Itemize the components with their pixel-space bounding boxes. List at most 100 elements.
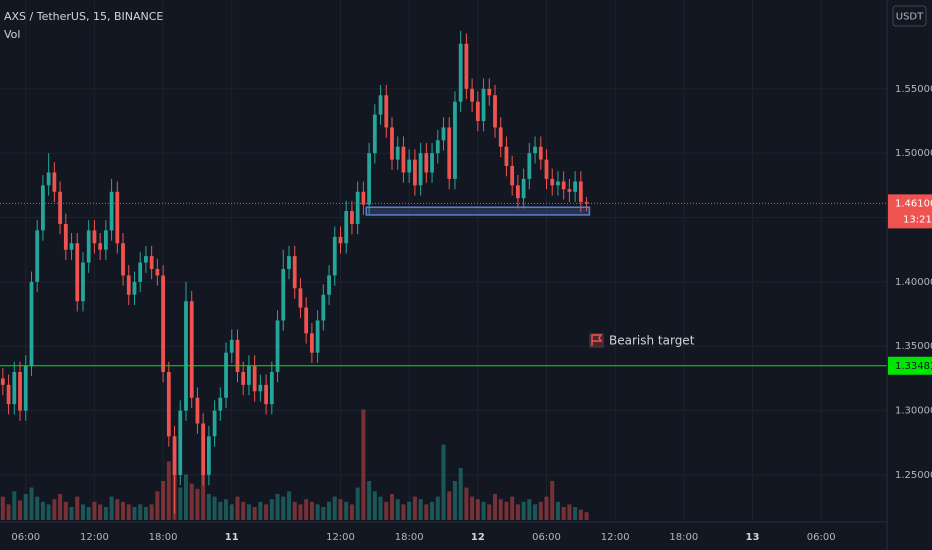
candle-body <box>58 191 62 224</box>
volume-bar <box>567 504 572 520</box>
last-price-box <box>888 194 932 229</box>
candle-body <box>533 146 537 154</box>
x-tick-label: 13 <box>746 532 760 543</box>
volume-bar <box>515 504 520 520</box>
volume-bar <box>487 504 492 520</box>
currency-box[interactable] <box>892 5 927 27</box>
volume-bar <box>361 409 366 520</box>
candle-body <box>275 320 280 372</box>
candle-body <box>224 352 228 398</box>
volume-bar <box>189 483 194 520</box>
axes: 1.250001.300001.350001.400001.450001.500… <box>11 84 932 543</box>
candle-body <box>109 191 114 231</box>
volume-bar <box>527 499 532 520</box>
candle-body <box>63 223 68 250</box>
chart-title: AXS / TetherUS, 15, BINANCE <box>4 10 163 23</box>
candle-body <box>98 243 103 250</box>
candle-body <box>390 127 394 160</box>
volume-bar <box>155 491 160 520</box>
volume-bar <box>264 504 269 520</box>
volume-bar <box>269 499 274 520</box>
volume-bar <box>206 494 211 520</box>
grid <box>0 0 887 520</box>
candle-body <box>218 397 223 411</box>
volume-bar <box>458 468 463 520</box>
volume-bar <box>246 504 251 520</box>
volume-bar <box>12 491 17 520</box>
candle-body <box>184 301 188 411</box>
candle-body <box>321 294 326 321</box>
candle-body <box>567 189 572 192</box>
candle-body <box>327 275 331 295</box>
candle-body <box>527 153 532 179</box>
y-tick-label: 1.40000 <box>895 277 932 288</box>
candle-body <box>235 339 240 372</box>
volume-bar <box>367 481 372 520</box>
candle-body <box>252 365 257 392</box>
candle-body <box>407 159 412 173</box>
candle-body <box>281 269 286 321</box>
candle-body <box>344 211 349 244</box>
candle-body <box>212 410 217 437</box>
volume-bar <box>309 501 314 520</box>
candle-body <box>481 88 486 121</box>
candle-body <box>189 301 194 398</box>
volume-bar <box>229 504 234 520</box>
volume-bar <box>344 501 349 520</box>
volume-bar <box>304 499 309 520</box>
volume-bar <box>321 507 326 520</box>
candle-body <box>504 146 509 167</box>
volume-bar <box>166 461 171 520</box>
volume-bar <box>121 501 126 520</box>
x-tick-label: 12:00 <box>80 532 109 543</box>
candle-body <box>493 95 497 128</box>
volume-bar <box>407 501 412 520</box>
x-tick-label: 18:00 <box>149 532 178 543</box>
volume-bar <box>338 499 343 520</box>
volume-bar <box>178 487 183 520</box>
x-tick-label: 06:00 <box>532 532 561 543</box>
volume-bar <box>418 499 423 520</box>
candle-body <box>412 159 417 186</box>
volume-bar <box>183 474 188 520</box>
volume-bar <box>315 504 320 520</box>
currency[interactable]: USDT <box>896 12 924 23</box>
x-tick-label: 18:00 <box>669 532 698 543</box>
candle-body <box>550 178 555 186</box>
volume-bar <box>138 504 143 520</box>
volume-bar <box>349 504 354 520</box>
x-tick-label: 18:00 <box>395 532 424 543</box>
volume-label: Vol <box>4 28 20 41</box>
candle-body <box>149 256 154 270</box>
volume-bar <box>23 494 28 520</box>
x-tick-label: 11 <box>225 532 239 543</box>
candle-body <box>41 185 45 231</box>
volume-bar <box>35 496 40 520</box>
candle-body <box>115 191 120 244</box>
volume-bar <box>355 487 360 520</box>
candle-body <box>195 397 200 424</box>
volume-bar <box>6 504 11 520</box>
volume-bar <box>98 504 103 520</box>
candle-body <box>292 256 297 289</box>
x-tick-label: 12:00 <box>601 532 630 543</box>
volume-bar <box>126 504 131 520</box>
volume-bar <box>92 501 97 520</box>
candle-body <box>561 181 566 190</box>
candle-body <box>521 178 526 199</box>
candle-body <box>372 114 377 154</box>
candle-body <box>161 275 165 372</box>
volume-bar <box>430 501 435 520</box>
candle-body <box>201 423 206 475</box>
volume-bar <box>195 488 200 520</box>
volume-bar <box>161 481 166 520</box>
volume-bar <box>201 474 206 520</box>
y-tick-label: 1.25000 <box>895 470 932 481</box>
volume-bar <box>412 496 417 520</box>
volume-bar <box>149 504 154 520</box>
candle-body <box>453 101 457 179</box>
candle-body <box>287 256 291 270</box>
x-tick-label: 06:00 <box>11 532 40 543</box>
